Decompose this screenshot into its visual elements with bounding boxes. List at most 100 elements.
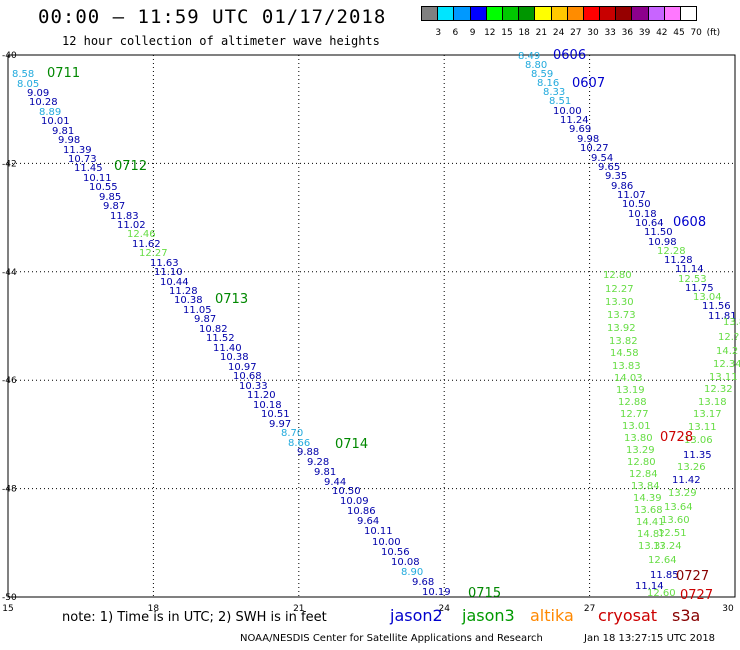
- wave-height-label: 9.86: [611, 181, 633, 192]
- wave-height-label: 11.14: [635, 581, 664, 592]
- wave-height-label: 12.64: [648, 555, 677, 566]
- wave-height-label: 8.80: [525, 60, 547, 71]
- legend-label: 33: [604, 28, 616, 38]
- x-tick-label: 15: [2, 604, 13, 614]
- wave-height-label: 9.81: [52, 126, 74, 137]
- wave-height-label: 11.10: [154, 267, 183, 278]
- wave-height-label: 9.87: [194, 314, 216, 325]
- y-tick-label: -44: [2, 268, 17, 278]
- wave-height-label: 11.83: [110, 211, 139, 222]
- legend-label: 30: [587, 28, 599, 38]
- wave-height-label: 10.50: [332, 486, 361, 497]
- wave-height-label: 12.53: [678, 274, 707, 285]
- wave-height-label: 13.82: [609, 336, 638, 347]
- y-tick-label: -40: [2, 51, 17, 61]
- legend-label: 24: [552, 28, 565, 38]
- y-tick-label: -48: [2, 485, 17, 495]
- wave-height-label: 11.07: [617, 190, 646, 201]
- satellite-altika: altika: [530, 606, 574, 625]
- x-tick-label: 18: [148, 604, 160, 614]
- wave-height-label: 8.33: [543, 87, 565, 98]
- wave-height-label: 10.11: [364, 526, 393, 537]
- wave-height-label: 8.59: [531, 69, 553, 80]
- wave-height-label: 8.58: [12, 69, 34, 80]
- legend-label: 39: [638, 28, 651, 38]
- wave-height-label: 14.2: [716, 346, 738, 357]
- wave-height-label: 8.16: [537, 78, 559, 89]
- wave-height-label: 10.18: [628, 209, 657, 220]
- plot-frame: [7, 54, 736, 598]
- wave-height-label: 9.68: [412, 577, 434, 588]
- legend-label: 12: [484, 28, 496, 38]
- wave-height-label: 13.29: [626, 445, 655, 456]
- wave-height-label: 11.50: [644, 227, 673, 238]
- wave-height-label: 11.05: [183, 305, 212, 316]
- wave-height-label: 10.00: [553, 106, 582, 117]
- wave-height-label: 11.35: [683, 450, 712, 461]
- wave-height-label: 13.29: [668, 488, 697, 499]
- wave-height-label: 13.24: [653, 541, 682, 552]
- wave-height-label: 8.05: [17, 79, 39, 90]
- wave-height-label: 12.77: [620, 409, 649, 420]
- wave-height-label: 13.18: [698, 397, 727, 408]
- wave-height-label: 13.30: [605, 297, 634, 308]
- wave-height-label: 9.69: [569, 124, 591, 135]
- wave-height-label: 11.63: [150, 258, 179, 269]
- wave-height-label: 12.28: [657, 246, 686, 257]
- x-tick-label: 27: [584, 604, 595, 614]
- time-tag: 0727: [676, 569, 709, 584]
- y-tick-label: -50: [2, 593, 17, 603]
- wave-height-label: 10.44: [160, 277, 189, 288]
- wave-height-label: 11.75: [685, 283, 714, 294]
- time-tag: 0608: [673, 215, 706, 230]
- wave-height-label: 10.98: [648, 237, 677, 248]
- wave-height-label: 9.85: [99, 192, 121, 203]
- time-tag: 0606: [553, 48, 586, 63]
- wave-height-label: 11.52: [206, 333, 235, 344]
- wave-height-label: 13.01: [622, 421, 651, 432]
- wave-height-label: 10.27: [580, 143, 609, 154]
- wave-height-label: 10.09: [340, 496, 369, 507]
- legend-label: 15: [501, 28, 513, 38]
- wave-height-label: 13.17: [693, 409, 722, 420]
- legend-label: 45: [673, 28, 685, 38]
- wave-height-label: 12.60: [647, 588, 676, 599]
- wave-height-label: 13.11: [709, 372, 738, 383]
- satellite-cryosat: cryosat: [598, 606, 658, 625]
- time-tag: 0728: [660, 430, 693, 445]
- time-tag: 0712: [114, 159, 147, 174]
- time-tag: 0607: [572, 76, 605, 91]
- wave-height-label: 13.26: [677, 462, 706, 473]
- wave-height-label: 12.84: [629, 469, 658, 480]
- wave-height-label: 11.02: [117, 220, 146, 231]
- x-tick-label: 24: [438, 604, 450, 614]
- wave-height-label: 10.51: [261, 409, 290, 420]
- wave-height-label: 11.81: [708, 311, 737, 322]
- wave-height-label: 11.20: [247, 390, 276, 401]
- wave-height-label: 10.08: [391, 557, 420, 568]
- wave-height-label: 10.73: [68, 154, 97, 165]
- wave-height-label: 13.04: [693, 292, 722, 303]
- wave-height-label: 14.8?: [637, 529, 665, 540]
- timestamp-text: Jan 18 13:27:15 UTC 2018: [584, 633, 716, 644]
- time-tag: 0711: [47, 66, 80, 81]
- time-tag: 0714: [335, 437, 368, 452]
- wave-height-label: 11.45: [74, 163, 103, 174]
- wave-height-label: 11.62: [132, 239, 161, 250]
- wave-height-label: 13.84: [631, 481, 660, 492]
- wave-height-label: 11.14: [675, 264, 704, 275]
- time-tag: 0727: [680, 588, 713, 603]
- wave-height-label: 9.28: [307, 457, 329, 468]
- x-tick-label: 21: [293, 604, 304, 614]
- time-tag: 0715: [468, 586, 501, 601]
- wave-height-label: 8.49: [518, 51, 540, 62]
- wave-height-label: 9.35: [605, 171, 627, 182]
- wave-height-label: 10.68: [233, 371, 262, 382]
- legend-label: 42: [656, 28, 668, 38]
- legend-label: 21: [535, 28, 548, 38]
- wave-height-label: 13.73: [607, 310, 636, 321]
- wave-height-label: 9.88: [297, 447, 319, 458]
- wave-height-label: 14.03: [614, 373, 643, 384]
- wave-height-label: 11.56: [702, 301, 731, 312]
- wave-height-label: 11.24: [560, 115, 589, 126]
